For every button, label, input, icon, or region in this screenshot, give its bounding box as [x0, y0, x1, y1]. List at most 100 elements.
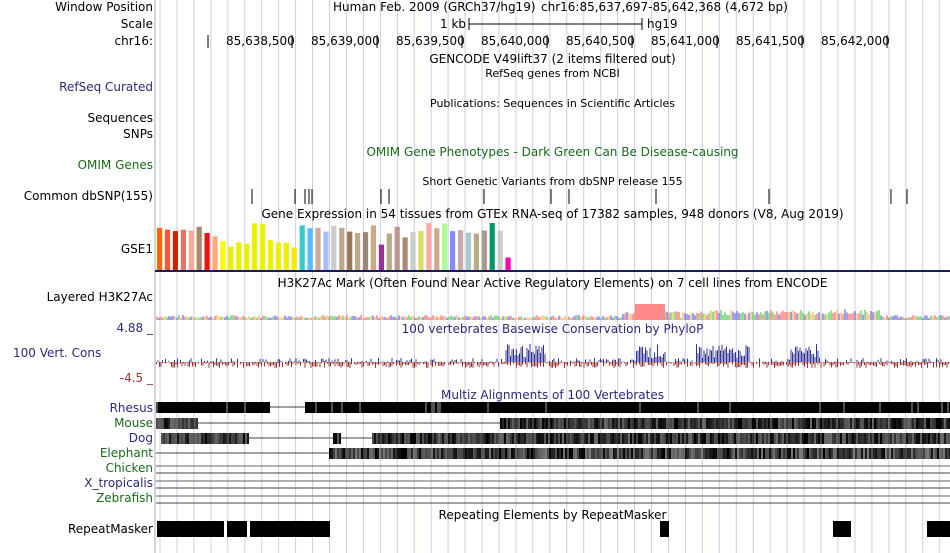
gtex-bar	[164, 229, 171, 270]
alignment-elephant	[156, 448, 950, 459]
species-label-chicken[interactable]: Chicken	[105, 461, 153, 475]
publications-track-title: Publications: Sequences in Scientific Ar…	[430, 97, 675, 110]
h3k27ac-peak	[635, 304, 665, 320]
gtex-bar	[347, 231, 353, 270]
gtex-bar	[362, 232, 369, 270]
repeatmasker-track-label[interactable]: RepeatMasker	[67, 522, 153, 536]
gtex-bar	[180, 229, 186, 270]
species-label-dog[interactable]: Dog	[128, 431, 153, 445]
gtex-bar	[410, 232, 416, 270]
gtex-bar	[220, 241, 226, 270]
alignment-rhesus	[156, 402, 950, 413]
gtex-bar	[252, 223, 258, 270]
species-label-elephant[interactable]: Elephant	[99, 446, 153, 460]
refseq-track-label[interactable]: RefSeq Curated	[59, 80, 153, 94]
gtex-bar	[426, 223, 432, 270]
gtex-bar	[275, 242, 281, 270]
repeat-element	[157, 521, 224, 537]
tick-label: 85,641,500	[736, 34, 805, 48]
gtex-bar	[465, 232, 472, 270]
omim-track-label[interactable]: OMIM Genes	[77, 158, 153, 172]
repeat-element	[250, 521, 330, 537]
gencode-track-title[interactable]: GENCODE V49lift37 (2 items filtered out)	[429, 52, 676, 66]
gtex-bar	[157, 227, 163, 270]
h3k27ac-signal	[156, 309, 950, 320]
gtex-bar	[299, 225, 305, 270]
gtex-bar	[212, 236, 218, 270]
gtex-bar	[505, 257, 511, 270]
snps-track-label[interactable]: SNPs	[123, 127, 153, 141]
sequences-track-label[interactable]: Sequences	[87, 111, 153, 125]
gtex-bar	[188, 230, 194, 270]
species-label-zebrafish[interactable]: Zebrafish	[96, 491, 153, 505]
alignment-chicken	[156, 465, 950, 474]
scale-assembly: hg19	[647, 17, 678, 31]
assembly-title: Human Feb. 2009 (GRCh37/hg19)	[333, 0, 536, 14]
scale-label: Scale	[120, 17, 153, 31]
gtex-bar	[378, 244, 384, 270]
alignment-dog	[161, 433, 950, 444]
tick-label: 85,638,500	[226, 34, 295, 48]
gtex-bar	[260, 223, 266, 270]
gtex-bar	[489, 223, 495, 270]
alignment-xtropicalis	[156, 480, 950, 489]
tick-label: 85,639,500	[396, 34, 465, 48]
gtex-bar	[418, 231, 424, 270]
gtex-bar	[267, 240, 274, 270]
gtex-bar	[355, 233, 361, 270]
multiz-track-title: Multiz Alignments of 100 Vertebrates	[440, 388, 665, 402]
dbsnp-track-title: Short Genetic Variants from dbSNP releas…	[422, 175, 683, 188]
gtex-bar	[283, 242, 289, 270]
h3k27ac-track-label[interactable]: Layered H3K27Ac	[46, 290, 153, 304]
gtex-bar	[204, 233, 210, 270]
gtex-bar	[473, 233, 479, 270]
gtex-bar	[315, 227, 321, 270]
gtex-bar	[497, 230, 503, 270]
gtex-bar	[402, 237, 408, 270]
cons-min-label: -4.5 _	[119, 371, 153, 385]
species-label-xtropicalis[interactable]: X_tropicalis	[84, 476, 153, 490]
gtex-bar	[172, 231, 178, 270]
repeatmasker-track-title: Repeating Elements by RepeatMasker	[438, 508, 667, 522]
gtex-bar	[307, 228, 313, 270]
gtex-bar	[481, 230, 487, 270]
refseq-track-title: RefSeq genes from NCBI	[485, 67, 620, 80]
gtex-track-title: Gene Expression in 54 tissues from GTEx …	[261, 207, 844, 221]
gtex-bar	[244, 243, 250, 270]
species-label-mouse[interactable]: Mouse	[114, 416, 153, 430]
gtex-bar	[323, 231, 329, 270]
omim-track-title: OMIM Gene Phenotypes - Dark Green Can Be…	[366, 145, 739, 159]
window-position-label: Window Position	[55, 0, 153, 14]
gtex-bar	[339, 227, 345, 270]
grid-lines	[159, 0, 941, 553]
gtex-bar	[370, 225, 376, 270]
cons-track-label[interactable]: 100 Vert. Cons	[13, 346, 102, 360]
scale-value: 1 kb	[440, 17, 467, 31]
repeat-element	[927, 521, 950, 537]
gtex-track-label[interactable]: GSE1	[120, 242, 153, 256]
cons-max-label: 4.88 _	[116, 321, 153, 335]
position-readout: chr16:85,637,697-85,642,368 (4,672 bp)	[541, 0, 788, 14]
gtex-bar	[291, 247, 297, 270]
gtex-bar	[394, 226, 400, 270]
tick-label: 85,639,000	[311, 34, 380, 48]
repeat-element	[660, 521, 669, 537]
alignment-mouse	[156, 418, 950, 429]
gtex-bar	[228, 246, 234, 270]
tick-label: 85,640,000	[481, 34, 550, 48]
gtex-bar	[450, 231, 456, 270]
gtex-bar	[196, 226, 202, 270]
gtex-bar	[442, 223, 448, 270]
tick-label: 85,640,500	[566, 34, 635, 48]
gtex-bar	[434, 228, 440, 270]
tick-label: 85,641,000	[651, 34, 720, 48]
repeat-element	[227, 521, 247, 537]
cons-track-title: 100 vertebrates Basewise Conservation by…	[401, 322, 704, 336]
conservation-signal	[156, 344, 950, 368]
gtex-bar	[458, 230, 464, 270]
gtex-bar	[386, 233, 392, 270]
species-label-rhesus[interactable]: Rhesus	[109, 401, 153, 415]
dbsnp-track-label[interactable]: Common dbSNP(155)	[23, 189, 153, 203]
